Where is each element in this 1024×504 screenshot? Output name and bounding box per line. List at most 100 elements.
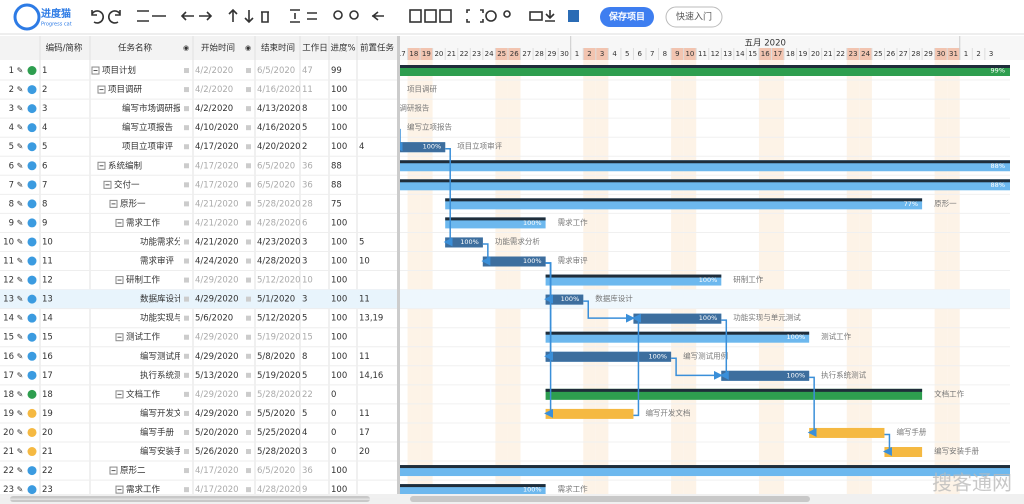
bar-progress-label: 100% [523, 486, 542, 494]
edit-icon[interactable]: ✎ [17, 66, 24, 75]
bar-task-label: 编写手册 [896, 426, 926, 436]
edit-icon[interactable]: ✎ [17, 218, 24, 227]
task-code: 17 [42, 371, 53, 381]
date-icon [246, 391, 251, 397]
task-name: 研制工作 [126, 275, 161, 286]
edit-icon[interactable]: ✎ [17, 85, 24, 94]
work-days: 36 [302, 466, 313, 476]
day-label: 13 [723, 50, 732, 58]
bar-progress-label: 77% [904, 200, 918, 208]
end-date: 5/28/2020 [257, 390, 301, 400]
progress: 88 [331, 180, 342, 190]
work-days: 3 [302, 447, 307, 457]
date-icon [246, 144, 251, 150]
edit-icon[interactable]: ✎ [17, 295, 24, 304]
day-label: 21 [824, 50, 833, 58]
bar-task-label: 编写测试用例 [683, 350, 728, 360]
date-icon [184, 277, 189, 283]
work-days: 4 [302, 428, 307, 438]
row-number: 10 [3, 237, 14, 247]
weekend-header [507, 48, 521, 60]
task-progress [307, 123, 395, 133]
predecessors: 11 [359, 295, 370, 305]
start-date: 4/17/2020 [195, 180, 239, 190]
edit-icon[interactable]: ✎ [17, 180, 24, 189]
date-icon [184, 182, 189, 188]
start-date: 4/2/2020 [195, 85, 233, 95]
progress: 100 [331, 314, 347, 324]
edit-icon[interactable]: ✎ [17, 257, 24, 266]
logo-subtitle: Progress cat [41, 22, 72, 28]
edit-icon[interactable]: ✎ [17, 314, 24, 323]
edit-icon[interactable]: ✎ [17, 485, 24, 494]
dependency-link [631, 313, 641, 417]
edit-icon[interactable]: ✎ [17, 409, 24, 418]
bar-task-label: 编写开发文档 [645, 407, 690, 417]
day-label: 29 [547, 50, 556, 58]
start-date: 4/21/2020 [195, 237, 239, 247]
edit-icon[interactable]: ✎ [17, 466, 24, 475]
progress: 0 [331, 409, 336, 419]
edit-icon[interactable]: ✎ [17, 142, 24, 151]
progress: 100 [331, 142, 347, 152]
start-date: 4/21/2020 [195, 199, 239, 209]
edit-icon[interactable]: ✎ [17, 276, 24, 285]
end-date: 6/5/2020 [257, 180, 295, 190]
quick-start-button[interactable] [665, 6, 723, 28]
column-header: 工作日 [302, 43, 328, 54]
day-label: 30 [936, 50, 945, 58]
toolbar-icons[interactable] [91, 8, 579, 24]
date-icon [246, 87, 251, 93]
summary-bar [445, 217, 546, 229]
edit-icon[interactable]: ✎ [17, 371, 24, 380]
edit-icon[interactable]: ✎ [17, 428, 24, 437]
status-dot [27, 332, 37, 342]
end-date: 5/12/2020 [257, 276, 301, 286]
end-date: 5/28/2020 [257, 199, 301, 209]
task-bar [545, 408, 634, 419]
edit-icon[interactable]: ✎ [17, 390, 24, 399]
column-header: 任务名称 [118, 43, 153, 54]
status-dot [27, 294, 37, 304]
date-icon [184, 468, 189, 474]
bar-progress-label: 100% [523, 219, 542, 227]
day-label: 1 [964, 50, 968, 58]
end-date: 5/19/2020 [257, 333, 301, 343]
day-label: 19 [422, 50, 431, 58]
splitter[interactable] [397, 36, 400, 494]
summary-bar-top [400, 160, 1010, 164]
edit-icon[interactable]: ✎ [17, 447, 24, 456]
day-label: 24 [485, 50, 494, 58]
task-code: 5 [42, 142, 47, 152]
summary-bar-top [207, 84, 395, 87]
save-button-label[interactable]: 保存项目 [608, 11, 645, 23]
edit-icon[interactable]: ✎ [17, 161, 24, 170]
status-dot [27, 466, 37, 476]
progress: 100 [331, 333, 347, 343]
quick-start-label[interactable]: 快速入门 [676, 11, 712, 23]
selected-row [400, 289, 1010, 309]
date-icon [184, 106, 189, 112]
column-header: 进度% [330, 43, 355, 54]
summary-bar-top [545, 388, 923, 392]
edit-icon[interactable]: ✎ [17, 333, 24, 342]
edit-icon[interactable]: ✎ [17, 237, 24, 246]
bar-progress-label: 100% [699, 276, 718, 284]
row-number: 13 [3, 295, 14, 305]
progress: 100 [331, 104, 347, 114]
edit-icon[interactable]: ✎ [17, 123, 24, 132]
task-name: 编写手册 [140, 427, 175, 438]
day-label: 2 [976, 50, 980, 58]
task-code: 21 [42, 447, 53, 457]
edit-icon[interactable]: ✎ [17, 199, 24, 208]
status-dot [27, 256, 37, 266]
edit-icon[interactable]: ✎ [17, 352, 24, 361]
edit-icon[interactable]: ✎ [17, 104, 24, 113]
column-icon: ◉ [183, 44, 189, 52]
date-icon [246, 68, 251, 74]
status-dot [27, 370, 37, 380]
row-number: 6 [9, 161, 14, 171]
weekend-header [859, 48, 872, 60]
save-button[interactable] [600, 7, 654, 27]
date-icon [246, 410, 251, 416]
